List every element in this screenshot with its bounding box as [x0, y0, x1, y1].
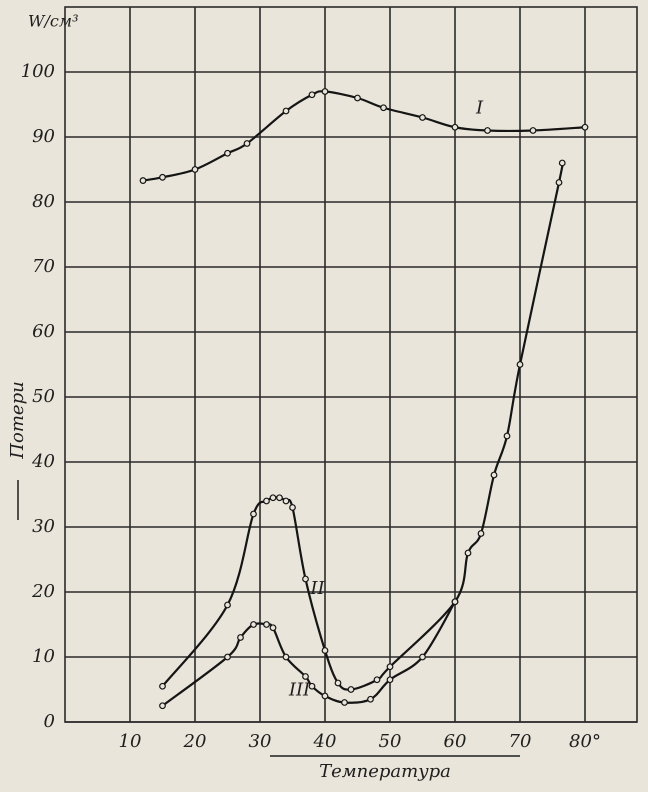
data-point [373, 676, 381, 684]
data-point [289, 504, 296, 511]
data-point [529, 127, 537, 134]
data-point [321, 647, 329, 654]
y-tick-label: 50 [32, 386, 55, 407]
data-point [269, 624, 277, 632]
data-point [263, 497, 270, 505]
data-point [224, 653, 231, 661]
y-tick-label: 10 [32, 646, 55, 667]
series-label: I [475, 98, 484, 119]
y-tick-label: 20 [31, 581, 55, 602]
y-tick-label: 100 [21, 61, 55, 82]
data-point [159, 702, 166, 710]
x-axis-label: Температура [319, 761, 451, 782]
series-label: III [288, 680, 311, 701]
data-point [321, 692, 329, 700]
data-point [334, 679, 342, 687]
y-tick-label: 0 [44, 711, 55, 732]
data-point [302, 673, 309, 680]
x-tick-label: 60 [444, 731, 467, 752]
plot-frame [64, 6, 638, 723]
data-point [380, 104, 387, 112]
data-point [224, 601, 231, 609]
data-point [263, 621, 270, 628]
data-point [490, 471, 498, 479]
data-point [308, 682, 316, 690]
x-tick-label: 80° [569, 731, 601, 752]
series-line [161, 160, 565, 691]
x-tick-label: 30 [249, 731, 272, 752]
data-point [477, 530, 485, 537]
data-point [237, 634, 244, 641]
y-tick-label: 40 [31, 451, 55, 472]
data-point [250, 621, 257, 628]
data-point [386, 676, 394, 684]
y-tick-label: 30 [32, 516, 55, 537]
data-point [276, 494, 283, 502]
data-point [224, 149, 231, 157]
y-unit: W/см³ [28, 12, 78, 31]
series-label: II [309, 578, 325, 599]
series-line [142, 90, 586, 182]
data-point [451, 598, 459, 606]
data-point [484, 127, 491, 134]
data-point [139, 177, 147, 184]
data-point [555, 179, 563, 186]
y-tick-label: 80 [32, 191, 55, 212]
data-point [243, 140, 251, 147]
y-tick-label: 60 [32, 321, 55, 342]
x-tick-label: 10 [119, 731, 142, 752]
data-point [282, 653, 290, 661]
data-point [191, 166, 199, 173]
data-point [321, 88, 329, 95]
data-point [558, 159, 566, 167]
x-tick-label: 70 [509, 731, 532, 752]
data-point [503, 432, 511, 440]
data-point [159, 682, 166, 690]
data-point [308, 91, 316, 99]
data-point [269, 494, 277, 502]
data-point [302, 575, 309, 583]
x-tick-label: 20 [183, 731, 207, 752]
data-point [464, 549, 472, 557]
y-tick-label: 90 [32, 126, 55, 147]
data-point [516, 361, 524, 368]
data-point [386, 663, 394, 671]
data-point [419, 653, 426, 661]
y-axis-label: Потери [7, 381, 28, 459]
data-point [250, 510, 257, 518]
data-point [282, 497, 290, 505]
data-point [451, 123, 459, 131]
data-point [341, 699, 348, 706]
data-point [282, 107, 290, 115]
y-tick-label: 70 [32, 256, 55, 277]
data-point [354, 94, 361, 102]
data-point [419, 114, 426, 121]
data-point [347, 686, 355, 693]
x-tick-label: 40 [313, 731, 337, 752]
data-point [159, 173, 166, 181]
x-tick-label: 50 [379, 731, 402, 752]
data-point [581, 123, 589, 131]
data-point [367, 695, 374, 703]
